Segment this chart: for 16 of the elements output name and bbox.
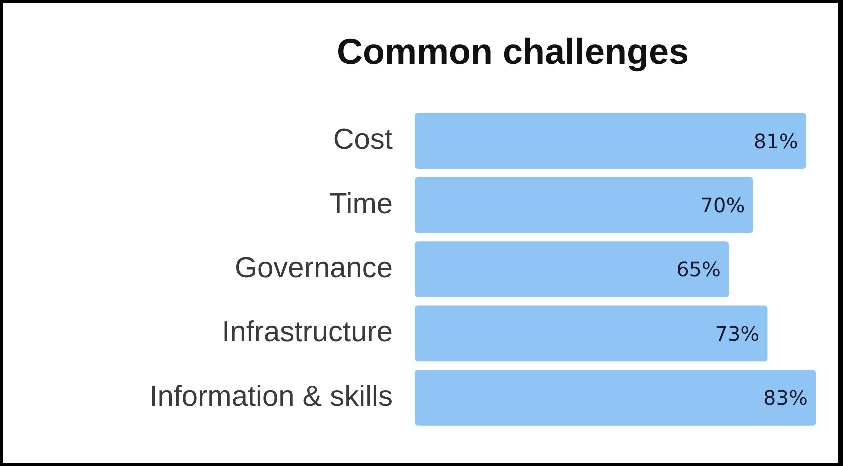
y-tick-label: Time (330, 188, 393, 220)
bar (415, 177, 754, 234)
bar (415, 370, 816, 426)
bar (415, 306, 768, 362)
y-tick-label: Governance (235, 252, 393, 284)
bar (415, 242, 730, 298)
data-label: 73% (715, 322, 760, 346)
chart-title: Common challenges (336, 31, 690, 73)
y-tick-label: Infrastructure (222, 316, 393, 349)
data-label: 70% (700, 194, 746, 218)
data-label: 65% (676, 258, 722, 282)
data-label: 81% (754, 129, 798, 154)
bar (415, 113, 806, 170)
data-label: 83% (764, 386, 808, 410)
y-tick-label: Information & skills (150, 380, 393, 413)
y-tick-label: Cost (333, 124, 393, 156)
